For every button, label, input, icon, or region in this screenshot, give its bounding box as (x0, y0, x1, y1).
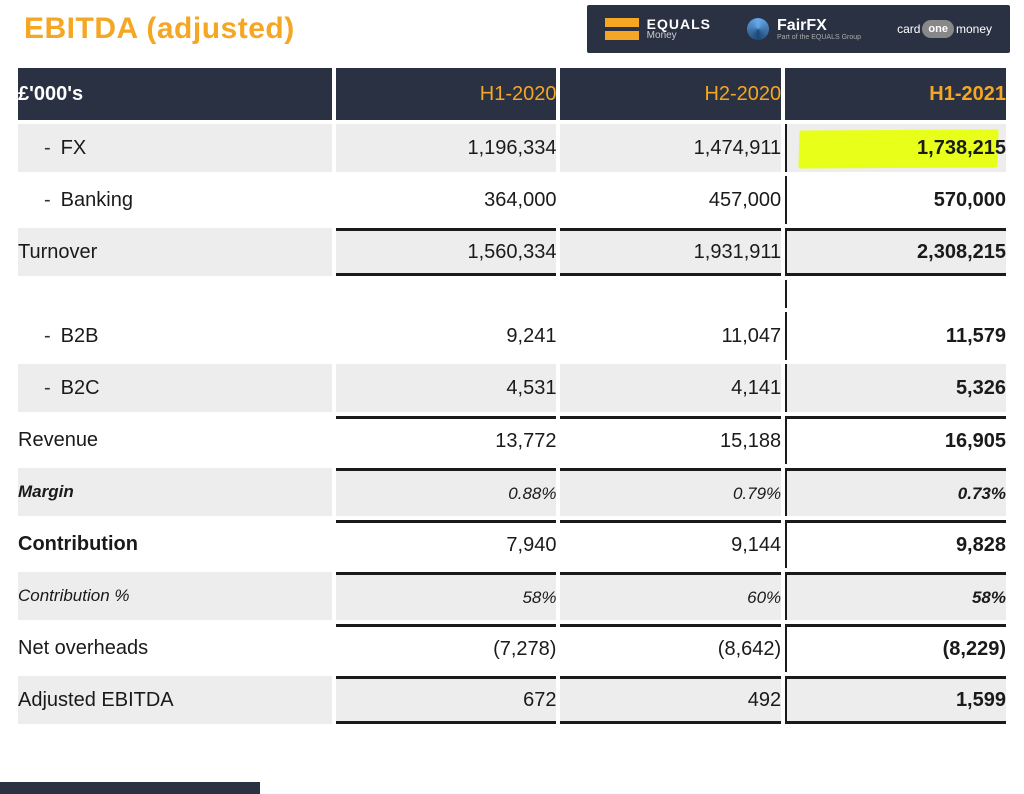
cell-value: 0.79% (560, 468, 781, 516)
cell-value: (8,642) (560, 624, 781, 672)
table-row: Contribution %58%60%58% (18, 572, 1006, 620)
table-row (18, 280, 1006, 308)
cell-value: 570,000 (785, 176, 1006, 224)
cell-value: 0.88% (336, 468, 557, 516)
table-body: FX1,196,3341,474,911 1,738,215 Banking364,… (18, 124, 1006, 724)
fairfx-icon (747, 18, 769, 40)
cell-value: 9,144 (560, 520, 781, 568)
table-row: Contribution7,9409,1449,828 (18, 520, 1006, 568)
row-label: Adjusted EBITDA (18, 676, 332, 724)
logo-row: EQUALS Money FairFX Part of the EQUALS G… (587, 5, 1010, 53)
unit-label: £'000's (18, 68, 332, 120)
table-row: Adjusted EBITDA6724921,599 (18, 676, 1006, 724)
cell-value: 9,241 (336, 312, 557, 360)
row-label: Contribution % (18, 572, 332, 620)
table-row: Turnover1,560,3341,931,9112,308,215 (18, 228, 1006, 276)
cell-value: (7,278) (336, 624, 557, 672)
cell-value: 15,188 (560, 416, 781, 464)
cell-value: 1,474,911 (560, 124, 781, 172)
cell-value: 11,579 (785, 312, 1006, 360)
cell-value: 1,196,334 (336, 124, 557, 172)
cell-value: 5,326 (785, 364, 1006, 412)
slide: EBITDA (adjusted) EQUALS Money FairFX Pa… (0, 0, 1024, 794)
cell-value: 9,828 (785, 520, 1006, 568)
highlighted-value: 1,738,215 (917, 137, 1006, 159)
table-row: B2C4,5314,1415,326 (18, 364, 1006, 412)
table-row: FX1,196,3341,474,911 1,738,215 (18, 124, 1006, 172)
table-header-row: £'000's H1-2020 H2-2020 H1-2021 (18, 68, 1006, 120)
equals-money-logo: EQUALS Money (605, 17, 711, 41)
col-h1-2020: H1-2020 (336, 68, 557, 120)
footer-accent-bar (0, 782, 260, 794)
cell-value: 11,047 (560, 312, 781, 360)
cell-value: 364,000 (336, 176, 557, 224)
equals-icon (605, 18, 639, 40)
fairfx-logo-sub: Part of the EQUALS Group (777, 34, 861, 41)
row-label: B2C (18, 364, 332, 412)
cell-value: 60% (560, 572, 781, 620)
row-label: Contribution (18, 520, 332, 568)
col-h1-2021: H1-2021 (785, 68, 1006, 120)
cell-value: 1,931,911 (560, 228, 781, 276)
cell-value: (8,229) (785, 624, 1006, 672)
row-label: Net overheads (18, 624, 332, 672)
fairfx-logo: FairFX Part of the EQUALS Group (747, 18, 861, 41)
cardone-post: money (956, 22, 992, 36)
row-label: FX (18, 124, 332, 172)
row-label: Banking (18, 176, 332, 224)
cell-value: 1,738,215 (785, 124, 1006, 172)
cell-value: 1,560,334 (336, 228, 557, 276)
table-row: Revenue13,77215,18816,905 (18, 416, 1006, 464)
fairfx-logo-text: FairFX (777, 18, 861, 34)
cell-value: 1,599 (785, 676, 1006, 724)
row-label: B2B (18, 312, 332, 360)
equals-logo-sub: Money (647, 31, 711, 41)
gap-cell (336, 280, 557, 308)
table-row: Net overheads(7,278)(8,642)(8,229) (18, 624, 1006, 672)
cell-value: 13,772 (336, 416, 557, 464)
ebitda-table: £'000's H1-2020 H2-2020 H1-2021 FX1,196,… (14, 64, 1010, 728)
cell-value: 58% (336, 572, 557, 620)
cell-value: 492 (560, 676, 781, 724)
row-label: Revenue (18, 416, 332, 464)
equals-logo-text: EQUALS (647, 17, 711, 31)
cell-value: 0.73% (785, 468, 1006, 516)
cardone-pre: card (897, 22, 920, 36)
cell-value: 2,308,215 (785, 228, 1006, 276)
table-row: Margin0.88%0.79%0.73% (18, 468, 1006, 516)
col-h2-2020: H2-2020 (560, 68, 781, 120)
gap-cell (18, 280, 332, 308)
row-label: Margin (18, 468, 332, 516)
cell-value: 7,940 (336, 520, 557, 568)
cell-value: 16,905 (785, 416, 1006, 464)
slide-title: EBITDA (adjusted) (24, 12, 295, 46)
cell-value: 58% (785, 572, 1006, 620)
cell-value: 672 (336, 676, 557, 724)
cell-value: 457,000 (560, 176, 781, 224)
cell-value: 4,141 (560, 364, 781, 412)
gap-cell (560, 280, 781, 308)
row-label: Turnover (18, 228, 332, 276)
cell-value: 4,531 (336, 364, 557, 412)
cardone-logo: card one money (897, 20, 992, 38)
gap-cell (785, 280, 1006, 308)
table-row: Banking364,000457,000570,000 (18, 176, 1006, 224)
cardone-chip: one (922, 20, 954, 38)
slide-header: EBITDA (adjusted) EQUALS Money FairFX Pa… (0, 0, 1024, 64)
table-row: B2B9,24111,04711,579 (18, 312, 1006, 360)
